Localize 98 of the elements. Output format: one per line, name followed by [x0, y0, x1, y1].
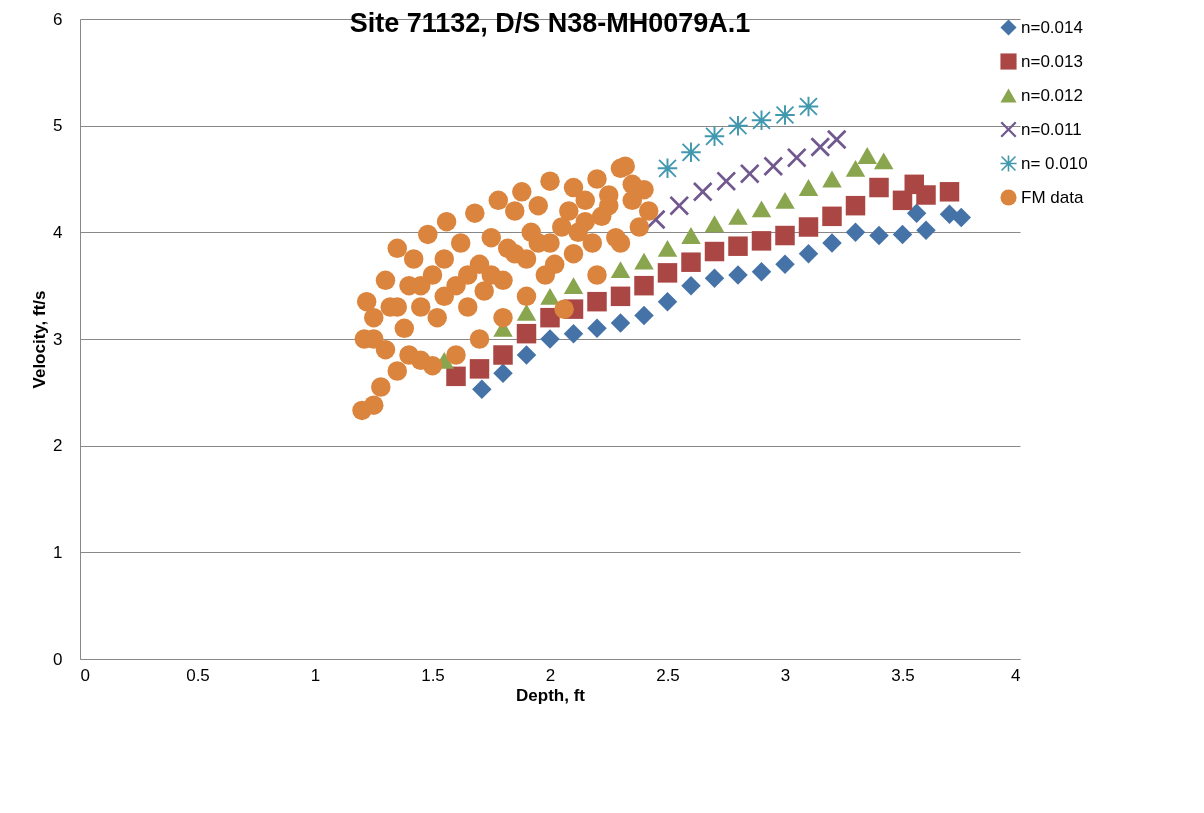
point [775, 254, 795, 275]
point [657, 263, 678, 283]
point [740, 163, 760, 184]
x-tick-label: 1.5 [421, 665, 445, 685]
point [681, 275, 701, 296]
point [826, 129, 847, 150]
point [704, 268, 725, 288]
point [939, 204, 960, 224]
point [822, 206, 842, 227]
point [704, 215, 725, 233]
point [775, 191, 795, 209]
point [775, 225, 795, 246]
point [728, 207, 748, 225]
point [681, 227, 701, 244]
point [446, 366, 466, 387]
point [873, 152, 894, 170]
point [657, 291, 678, 312]
y-axis-title: Velocity, ft/s [30, 290, 50, 389]
point [822, 233, 842, 253]
x-tick-label: 2 [545, 665, 556, 685]
legend-label: n=0.012 [1021, 85, 1083, 105]
point [892, 224, 913, 245]
point [587, 318, 607, 339]
point [845, 222, 866, 243]
y-tick-label: 1 [53, 542, 63, 562]
chart-title: Site 71132, D/S N38-MH0079A.1 [349, 8, 751, 38]
point [728, 265, 748, 285]
point [822, 170, 842, 188]
point [906, 203, 927, 223]
x-axis-title: Depth, ft [516, 685, 586, 705]
x-tick-label: 3 [780, 665, 791, 685]
point [493, 345, 513, 365]
point [540, 287, 560, 305]
point [916, 220, 936, 240]
point [516, 345, 537, 365]
point [610, 286, 631, 307]
point [657, 239, 678, 257]
point [763, 156, 783, 176]
x-tick-label: 0.5 [186, 665, 210, 685]
point [563, 277, 584, 295]
point [469, 359, 490, 379]
y-tick-label: 5 [53, 116, 63, 136]
point [845, 159, 866, 177]
point [634, 305, 654, 326]
point [751, 200, 772, 218]
point [563, 323, 584, 344]
point [493, 363, 513, 383]
y-tick-label: 2 [53, 436, 63, 456]
legend-label: n=0.014 [1021, 17, 1083, 37]
point [610, 261, 631, 279]
point [869, 177, 889, 198]
point [681, 252, 701, 272]
point [610, 313, 631, 333]
point [775, 105, 795, 125]
x-tick-label: 4 [1011, 665, 1021, 685]
point [704, 241, 725, 262]
point [516, 303, 537, 321]
point [634, 275, 654, 296]
x-tick-label: 1 [310, 665, 321, 685]
point [728, 236, 748, 256]
point [798, 96, 819, 117]
point [472, 379, 492, 399]
legend-label: n=0.011 [1021, 119, 1082, 139]
point [857, 147, 877, 164]
point [869, 225, 889, 246]
y-tick-label: 0 [53, 649, 63, 669]
point [751, 110, 772, 131]
y-tick-label: 6 [53, 9, 63, 29]
point [916, 185, 936, 205]
point [634, 252, 654, 270]
point [704, 126, 725, 147]
point [798, 243, 819, 264]
x-tick-label: 0 [80, 665, 90, 685]
y-tick-label: 3 [53, 329, 63, 349]
point [939, 182, 960, 202]
point [751, 262, 772, 282]
point [657, 158, 678, 179]
x-tick-label: 2.5 [656, 665, 680, 685]
point [751, 231, 772, 251]
point [798, 179, 819, 196]
legend-label: n= 0.010 [1021, 153, 1088, 173]
legend-label: n=0.013 [1021, 51, 1083, 71]
point [540, 329, 560, 349]
point [787, 147, 807, 168]
y-tick-label: 4 [53, 222, 63, 242]
point [951, 207, 971, 228]
point [728, 115, 748, 136]
point [845, 195, 866, 216]
point [810, 137, 830, 157]
point [516, 323, 537, 344]
point [693, 182, 713, 202]
point [669, 195, 689, 216]
point [798, 217, 819, 237]
legend-label: FM data [1021, 187, 1084, 207]
x-tick-label: 3.5 [891, 665, 915, 685]
point [716, 171, 736, 191]
point [681, 142, 701, 163]
point [587, 291, 607, 312]
